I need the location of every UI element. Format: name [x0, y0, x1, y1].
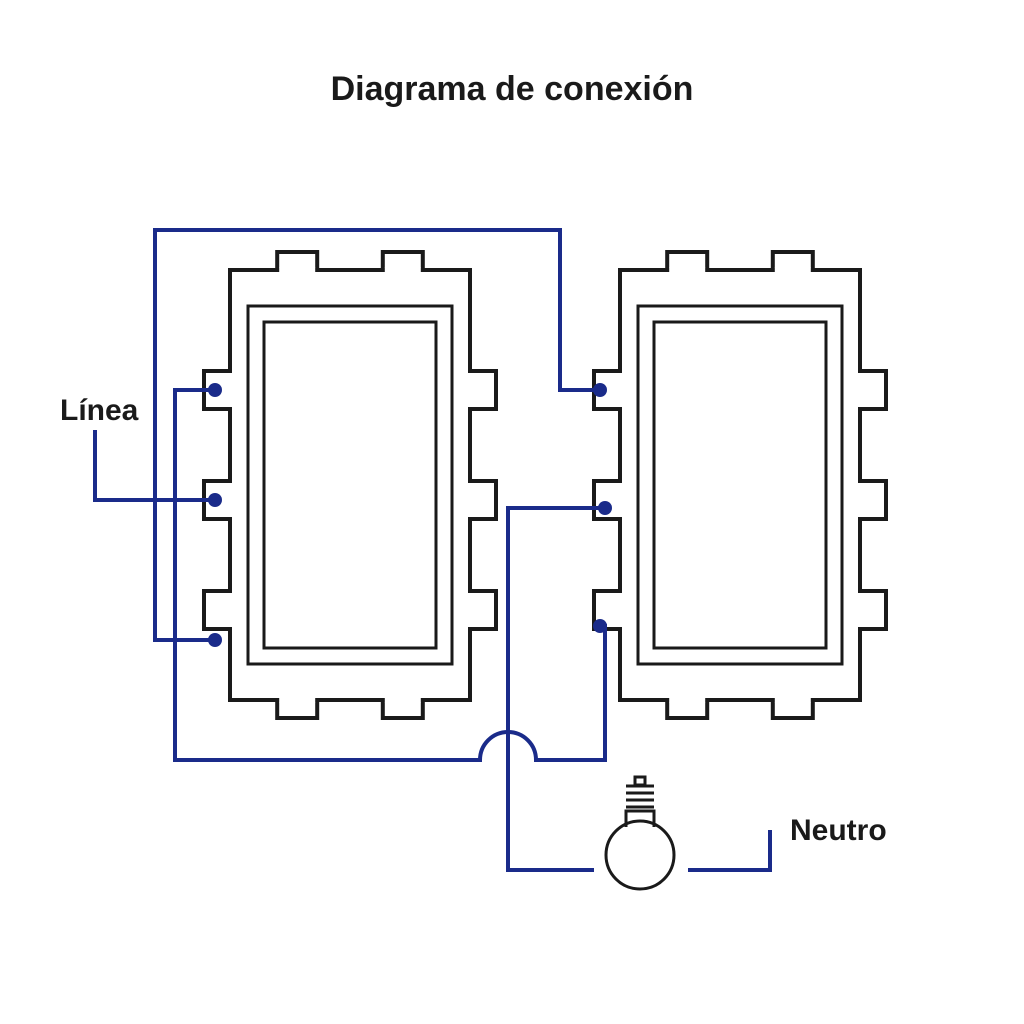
terminal-dot — [208, 493, 222, 507]
terminal-dot — [208, 383, 222, 397]
label-line: Línea — [60, 394, 139, 427]
bulb-icon — [606, 777, 674, 889]
wire-load-to-bulb — [508, 508, 605, 870]
diagram-title: Diagrama de conexión — [331, 70, 694, 108]
terminal-dot — [593, 619, 607, 633]
wires-group — [95, 230, 770, 870]
switch-left — [204, 252, 496, 718]
wire-traveler-top — [155, 230, 600, 640]
label-neutral: Neutro — [790, 814, 887, 847]
switch-right — [594, 252, 886, 718]
wire-neutral — [688, 830, 770, 870]
wiring-diagram: Diagrama de conexión Línea Neutro — [0, 0, 1024, 1024]
switches-group — [204, 252, 886, 718]
terminal-dot — [593, 383, 607, 397]
terminal-dot — [208, 633, 222, 647]
terminal-dot — [598, 501, 612, 515]
